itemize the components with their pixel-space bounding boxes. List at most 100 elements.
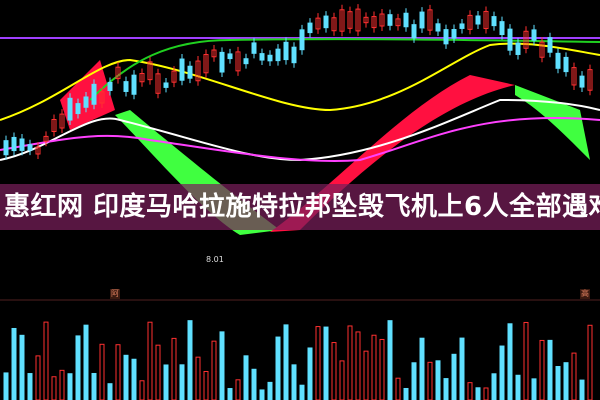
candle (67, 97, 73, 121)
volume-bar (195, 356, 201, 400)
candle (155, 73, 161, 94)
volume-bar (475, 387, 481, 400)
candle (299, 29, 305, 51)
candle (571, 67, 577, 86)
volume-bar (491, 373, 497, 400)
volume-bar (235, 379, 241, 400)
volume-bar (467, 382, 473, 400)
volume-bar (307, 347, 313, 400)
candle (179, 58, 185, 81)
volume-bar (123, 354, 129, 400)
candle (331, 17, 337, 32)
volume-bar (587, 324, 593, 400)
volume-bar (395, 377, 401, 400)
volume-bar (179, 364, 185, 400)
candle (147, 61, 153, 81)
candle (99, 91, 105, 104)
candle (11, 136, 17, 152)
volume-bar (579, 379, 585, 400)
candle (395, 18, 401, 27)
marker-left: 阿 (110, 289, 120, 299)
volume-bar (547, 339, 553, 400)
volume-bar (459, 337, 465, 400)
headline: 惠红网 印度马哈拉施特拉邦坠毁飞机上6人全部遇难 (4, 192, 600, 222)
candle (3, 140, 9, 156)
candle (59, 113, 65, 129)
volume-bar (411, 362, 417, 400)
volume-bar (51, 376, 57, 400)
green-band-right (515, 85, 590, 160)
low-price-annotation: 8.01 (206, 255, 224, 264)
volume-bar (99, 343, 105, 400)
candle (115, 66, 121, 80)
ma-green (89, 38, 600, 101)
candle (539, 41, 545, 58)
candle (203, 54, 209, 74)
candle (355, 8, 361, 32)
volume-bar (227, 388, 233, 400)
volume-bar (563, 362, 569, 400)
volume-bar (219, 331, 225, 400)
candle (243, 58, 249, 65)
volume-bar (59, 369, 65, 400)
ma-magenta (0, 117, 600, 162)
volume-bar (43, 321, 49, 400)
volume-bar (131, 358, 137, 400)
candle (83, 96, 89, 108)
volume-bar (387, 320, 393, 400)
candle (363, 16, 369, 24)
red-band-left (60, 60, 115, 130)
candle (523, 30, 529, 49)
candle (371, 16, 377, 29)
candle (259, 53, 265, 61)
candle (35, 146, 41, 155)
volume-bar (435, 360, 441, 400)
volume-bar (371, 334, 377, 400)
headline-banner (0, 184, 600, 230)
volume-bar (203, 370, 209, 400)
volume-bar (67, 373, 73, 400)
volume-bar (243, 355, 249, 400)
marker-right: 高 (580, 289, 590, 299)
volume-bar (259, 389, 265, 400)
volume-bar (115, 344, 121, 400)
volume-bar (147, 321, 153, 400)
candle (315, 17, 321, 30)
candle (499, 21, 505, 36)
candle (403, 12, 409, 28)
candle (507, 28, 513, 51)
candle (323, 15, 329, 29)
volume-bar (443, 378, 449, 400)
volume-bar (523, 321, 529, 400)
volume-bar (483, 387, 489, 400)
candle (219, 51, 225, 73)
candle (19, 138, 25, 151)
volume-bar (515, 374, 521, 400)
candle (587, 69, 593, 91)
volume-bar (211, 340, 217, 400)
candle (275, 48, 281, 62)
candle (283, 41, 289, 61)
candle (419, 11, 425, 29)
volume-bar (275, 336, 281, 400)
volume-bar (267, 381, 273, 400)
volume-bar (107, 383, 113, 400)
volume-bar (155, 344, 161, 400)
volume-bar (27, 373, 33, 400)
volume-bar (251, 368, 257, 400)
candle (139, 73, 145, 83)
candle (291, 46, 297, 64)
volume-bar (139, 380, 145, 400)
candle (107, 81, 113, 91)
volume-bar (419, 337, 425, 400)
volume-bar (555, 366, 561, 400)
candle (435, 23, 441, 32)
volume-bar (171, 337, 177, 400)
volume-bar (363, 350, 369, 400)
candle (467, 14, 473, 30)
candle (555, 52, 561, 69)
volume-bar (331, 342, 337, 400)
candle (443, 29, 449, 45)
volume-bar (283, 324, 289, 400)
